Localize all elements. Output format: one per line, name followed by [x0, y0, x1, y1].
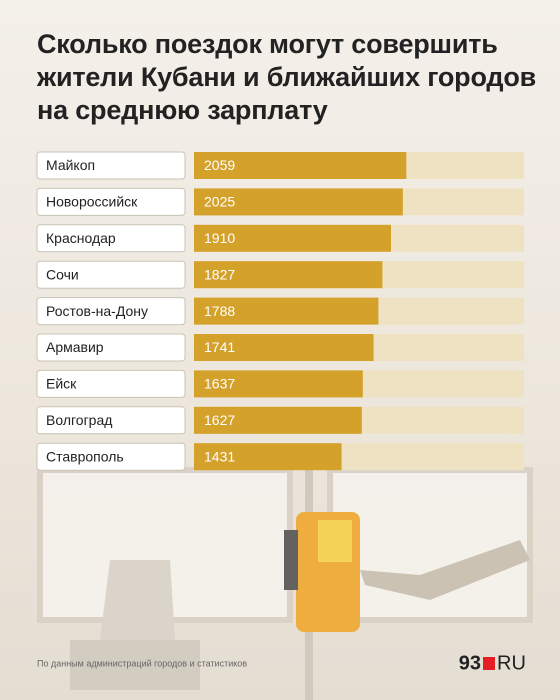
value-label: 1788 — [204, 303, 235, 319]
value-label: 1637 — [204, 376, 235, 392]
validator-screen — [318, 520, 352, 562]
validator-back — [284, 530, 298, 590]
bar — [194, 261, 383, 289]
bar — [194, 443, 342, 471]
seat — [100, 560, 175, 640]
value-label: 1827 — [204, 266, 235, 282]
seat — [70, 640, 200, 690]
bar — [194, 152, 407, 179]
value-label: 1431 — [204, 448, 235, 464]
category-box — [36, 260, 186, 289]
source: По данным администраций городов и статис… — [37, 658, 247, 668]
category-label: Новороссийск — [46, 194, 138, 210]
category-box — [36, 369, 186, 398]
value-label: 1627 — [204, 412, 235, 428]
category-label: Ейск — [46, 376, 77, 392]
category-box — [36, 406, 186, 435]
bar — [194, 370, 363, 398]
category-box — [36, 333, 186, 362]
value-label: 1910 — [204, 230, 235, 246]
bar — [194, 334, 374, 361]
value-label: 1741 — [204, 339, 235, 355]
category-box — [36, 224, 186, 253]
category-label: Волгоград — [46, 412, 112, 428]
value-label: 2025 — [204, 194, 235, 210]
bar — [194, 297, 379, 325]
hand — [360, 540, 530, 600]
value-label: 2059 — [204, 157, 235, 173]
category-label: Сочи — [46, 266, 79, 282]
category-label: Майкоп — [46, 157, 95, 173]
category-label: Ставрополь — [46, 448, 124, 464]
category-box — [36, 187, 186, 216]
category-box — [36, 442, 186, 471]
bar — [194, 224, 391, 252]
category-label: Армавир — [46, 339, 104, 355]
category-label: Краснодар — [46, 230, 116, 246]
logo-text: RU — [497, 652, 526, 674]
chart-title: Сколько поездок могут совершить жители К… — [37, 29, 537, 125]
bar — [194, 406, 362, 434]
logo-mark — [483, 657, 495, 670]
category-box — [36, 297, 186, 326]
category-box — [36, 151, 186, 180]
bar — [194, 188, 403, 216]
category-label: Ростов-на-Дону — [46, 303, 148, 319]
logo-number: 93 — [459, 652, 481, 674]
